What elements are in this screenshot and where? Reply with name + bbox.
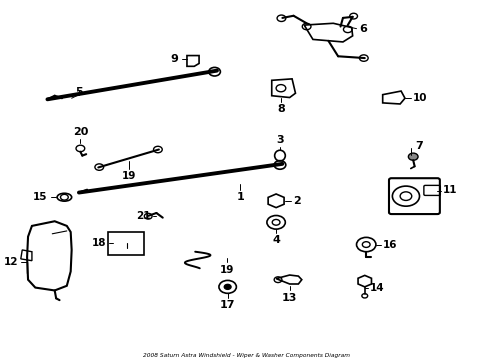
Text: 4: 4 bbox=[272, 235, 280, 245]
Text: 20: 20 bbox=[73, 127, 88, 136]
Text: 7: 7 bbox=[415, 141, 423, 151]
Text: 10: 10 bbox=[412, 93, 427, 103]
Text: 13: 13 bbox=[282, 293, 297, 303]
Text: 6: 6 bbox=[358, 24, 366, 34]
Circle shape bbox=[407, 153, 417, 160]
Text: 2008 Saturn Astra Windshield - Wiper & Washer Components Diagram: 2008 Saturn Astra Windshield - Wiper & W… bbox=[142, 352, 349, 357]
Text: 18: 18 bbox=[92, 238, 106, 248]
Text: 16: 16 bbox=[382, 239, 396, 249]
Text: 14: 14 bbox=[369, 283, 384, 293]
Text: 2: 2 bbox=[292, 196, 300, 206]
Text: 1: 1 bbox=[236, 192, 244, 202]
Text: 19: 19 bbox=[219, 265, 233, 275]
Text: 19: 19 bbox=[122, 171, 136, 181]
Text: 9: 9 bbox=[170, 54, 178, 64]
Circle shape bbox=[224, 284, 230, 289]
Text: 3: 3 bbox=[276, 135, 283, 145]
Text: 11: 11 bbox=[442, 185, 457, 195]
Text: 15: 15 bbox=[33, 192, 47, 202]
Text: 8: 8 bbox=[277, 104, 284, 114]
Text: 5: 5 bbox=[75, 87, 82, 98]
Text: 12: 12 bbox=[4, 257, 19, 267]
Text: 17: 17 bbox=[220, 300, 235, 310]
Text: 21: 21 bbox=[135, 211, 150, 221]
